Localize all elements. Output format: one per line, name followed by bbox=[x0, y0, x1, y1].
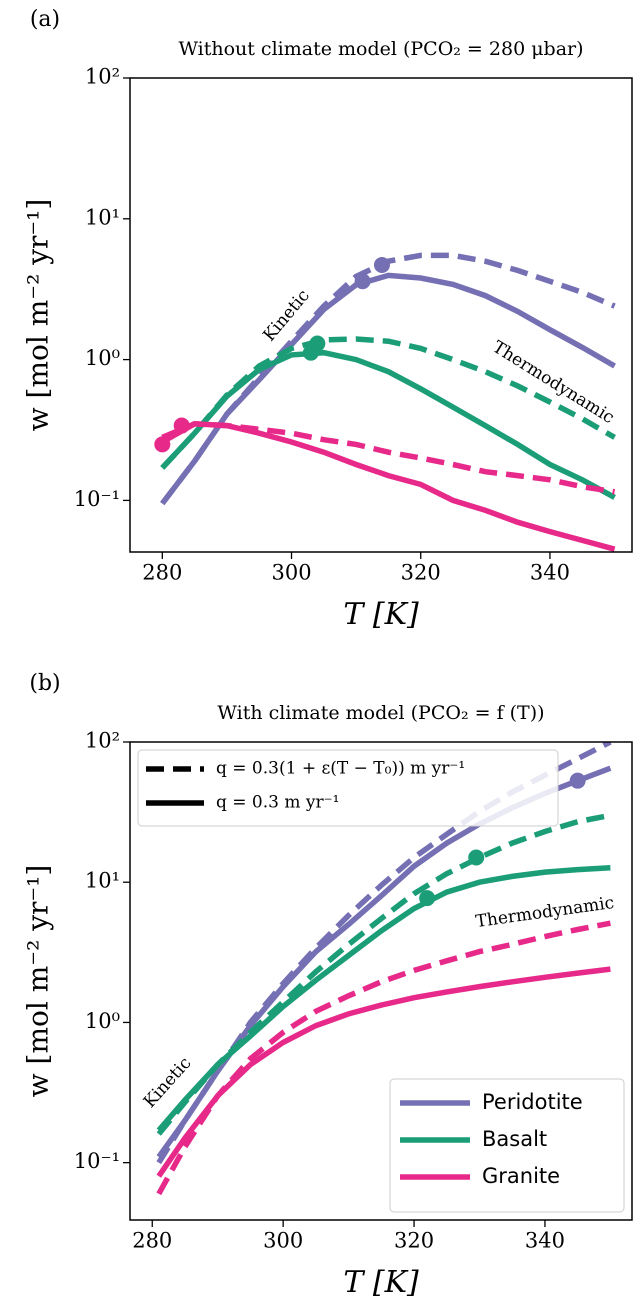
x-tick-label: 340 bbox=[530, 561, 570, 585]
y-tick-label: 10⁻¹ bbox=[74, 1149, 120, 1173]
annotation: Thermodynamic bbox=[489, 337, 618, 428]
style-legend-label: q = 0.3(1 + ε(T − T₀)) m yr⁻¹ bbox=[216, 759, 465, 779]
x-axis-label: T [K] bbox=[343, 597, 419, 632]
line-dashed bbox=[161, 421, 616, 495]
panel-label: (b) bbox=[29, 671, 60, 696]
y-tick-label: 10¹ bbox=[85, 205, 120, 229]
legend-label: Granite bbox=[482, 1164, 560, 1188]
x-tick-label: 280 bbox=[142, 561, 182, 585]
legend-label: Basalt bbox=[482, 1127, 547, 1151]
marker-solid bbox=[419, 890, 436, 907]
annotation: Thermodynamic bbox=[474, 893, 615, 932]
style-legend-label: q = 0.3 m yr⁻¹ bbox=[216, 793, 339, 813]
marker-solid bbox=[154, 436, 171, 453]
marker-dashed bbox=[373, 256, 390, 273]
y-tick-label: 10⁻¹ bbox=[74, 487, 120, 511]
x-tick-label: 280 bbox=[132, 1229, 172, 1253]
line-dashed bbox=[160, 336, 616, 470]
x-tick-label: 340 bbox=[525, 1229, 565, 1253]
annotation: Kinetic bbox=[259, 286, 313, 346]
style-legend-box bbox=[137, 749, 559, 827]
y-tick-label: 10⁰ bbox=[85, 1009, 120, 1033]
chart-title: With climate model (PCO₂ = f (T)) bbox=[217, 702, 544, 724]
marker-dashed bbox=[309, 335, 326, 352]
x-tick-label: 320 bbox=[401, 561, 441, 585]
panel-label: (a) bbox=[30, 7, 60, 32]
marker-dashed bbox=[173, 417, 190, 434]
marker-solid bbox=[569, 772, 586, 789]
line-solid bbox=[160, 421, 616, 552]
line-solid bbox=[156, 864, 611, 1133]
y-tick-label: 10² bbox=[85, 65, 120, 89]
marker-solid bbox=[354, 273, 371, 290]
line-solid bbox=[156, 966, 611, 1178]
marker-dashed bbox=[468, 849, 485, 866]
line-solid bbox=[160, 349, 616, 500]
line-dashed bbox=[156, 812, 611, 1136]
y-tick-label: 10⁰ bbox=[85, 346, 120, 370]
line-dashed bbox=[156, 920, 611, 1196]
y-axis-label: w [mol m⁻² yr⁻¹] bbox=[22, 199, 55, 432]
plot-frame bbox=[129, 741, 633, 1221]
legend-label: Peridotite bbox=[482, 1090, 583, 1114]
y-axis-label: w [mol m⁻² yr⁻¹] bbox=[22, 865, 55, 1098]
line-solid bbox=[160, 272, 616, 506]
x-axis-label: T [K] bbox=[343, 1265, 419, 1300]
y-tick-label: 10¹ bbox=[85, 869, 120, 893]
x-tick-label: 300 bbox=[271, 561, 311, 585]
plot-frame bbox=[129, 77, 633, 553]
y-tick-label: 10² bbox=[85, 729, 120, 753]
chart-title: Without climate model (PCO₂ = 280 μbar) bbox=[178, 38, 583, 60]
x-tick-label: 320 bbox=[394, 1229, 434, 1253]
x-tick-label: 300 bbox=[263, 1229, 303, 1253]
